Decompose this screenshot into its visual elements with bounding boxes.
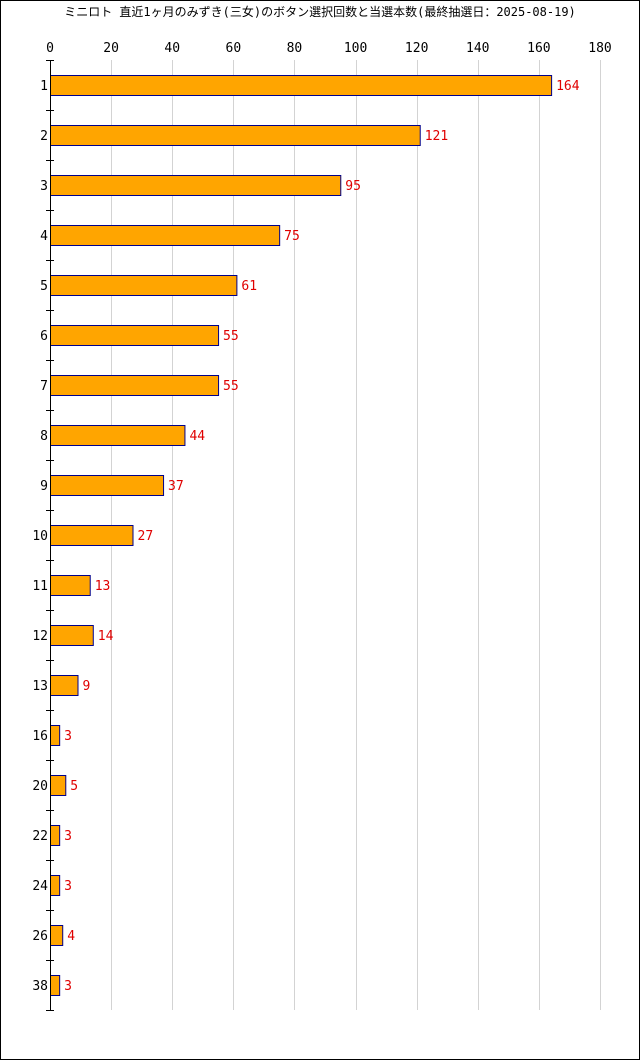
y-category-label: 10	[32, 529, 48, 544]
bar	[50, 775, 67, 796]
y-category-label: 20	[32, 779, 48, 794]
chart-title: ミニロト 直近1ヶ月のみずき(三女)のボタン選択回数と当選本数(最終抽選日：20…	[64, 5, 576, 19]
x-tick-label: 180	[588, 41, 611, 56]
data-label: 5	[70, 779, 78, 794]
data-label: 3	[64, 729, 72, 744]
data-label: 61	[241, 279, 257, 294]
data-label: 164	[556, 79, 580, 94]
data-label: 95	[345, 179, 361, 194]
bar	[50, 925, 64, 946]
data-label: 4	[67, 929, 75, 944]
data-label: 3	[64, 829, 72, 844]
data-label: 3	[64, 979, 72, 994]
bar	[50, 125, 421, 146]
data-label: 55	[223, 379, 239, 394]
y-category-label: 11	[32, 579, 48, 594]
bar	[50, 675, 79, 696]
bar	[50, 275, 238, 296]
x-tick-label: 160	[527, 41, 550, 56]
y-category-label: 8	[40, 429, 48, 444]
bar	[50, 375, 220, 396]
x-tick-label: 140	[466, 41, 489, 56]
x-tick-label: 20	[103, 41, 119, 56]
bars: 164 121 95 75 61 55 55 44 37 27 13 14 9 3 5 3 3 4 3	[50, 75, 580, 996]
x-tick-label: 100	[344, 41, 367, 56]
grid-lines	[111, 60, 601, 1010]
y-axis	[46, 60, 54, 1011]
x-tick-label: 60	[226, 41, 242, 56]
data-label: 55	[223, 329, 239, 344]
x-tick-label: 40	[164, 41, 180, 56]
data-label: 121	[425, 129, 448, 144]
x-tick-label: 80	[287, 41, 303, 56]
y-category-label: 16	[32, 729, 48, 744]
data-label: 75	[284, 229, 300, 244]
bar	[50, 725, 61, 746]
data-label: 13	[95, 579, 111, 594]
data-label: 44	[189, 429, 205, 444]
bar	[50, 975, 61, 996]
y-category-label: 2	[40, 129, 48, 144]
y-category-label: 13	[32, 679, 48, 694]
y-category-label: 12	[32, 629, 48, 644]
data-label: 3	[64, 879, 72, 894]
bar	[50, 575, 91, 596]
bar	[50, 325, 220, 346]
y-category-label: 6	[40, 329, 48, 344]
bar	[50, 875, 61, 896]
y-category-label: 24	[32, 879, 48, 894]
data-label: 9	[83, 679, 91, 694]
bar	[50, 525, 134, 546]
x-tick-label: 120	[405, 41, 428, 56]
y-category-label: 7	[40, 379, 48, 394]
y-category-label: 38	[32, 979, 48, 994]
x-axis-ticks: 0 20 40 60 80 100 120 140 160 180	[46, 41, 612, 56]
bar	[50, 75, 553, 96]
bar	[50, 225, 281, 246]
bar	[50, 625, 94, 646]
data-label: 37	[168, 479, 184, 494]
y-category-label: 26	[32, 929, 48, 944]
y-category-label: 3	[40, 179, 48, 194]
bar	[50, 425, 186, 446]
bar	[50, 175, 342, 196]
bar	[50, 825, 61, 846]
y-category-label: 5	[40, 279, 48, 294]
y-category-label: 1	[40, 79, 48, 94]
y-category-label: 9	[40, 479, 48, 494]
data-label: 14	[98, 629, 114, 644]
x-tick-label: 0	[46, 41, 54, 56]
data-label: 27	[138, 529, 154, 544]
bar	[50, 475, 165, 496]
y-category-label: 4	[40, 229, 48, 244]
y-category-label: 22	[32, 829, 48, 844]
